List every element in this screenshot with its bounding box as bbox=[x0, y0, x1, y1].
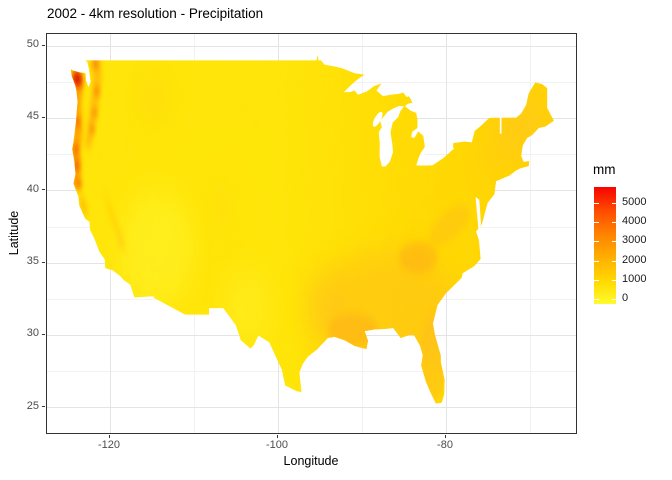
y-tick-mark bbox=[42, 334, 45, 335]
x-tick-mark bbox=[445, 435, 446, 438]
legend-tick bbox=[611, 299, 616, 300]
legend-title: mm bbox=[593, 162, 616, 177]
y-tick-label: 35 bbox=[26, 255, 39, 267]
x-axis-title: Longitude bbox=[283, 454, 339, 468]
y-tick-label: 25 bbox=[26, 400, 39, 412]
y-tick-mark bbox=[42, 262, 45, 263]
y-tick-label: 40 bbox=[26, 183, 39, 195]
legend-tick bbox=[594, 241, 599, 242]
legend-tick-label: 5000 bbox=[622, 196, 647, 208]
gridline-major bbox=[47, 46, 576, 47]
x-tick-label: -80 bbox=[437, 439, 453, 451]
x-tick-mark bbox=[277, 435, 278, 438]
legend-tick-label: 3000 bbox=[622, 234, 647, 246]
legend-tick bbox=[594, 261, 599, 262]
legend-tick bbox=[611, 280, 616, 281]
gridline-minor bbox=[47, 371, 576, 372]
us-precipitation-map bbox=[70, 54, 554, 404]
legend-tick bbox=[594, 280, 599, 281]
legend-tick bbox=[594, 299, 599, 300]
plot-title: 2002 - 4km resolution - Precipitation bbox=[47, 6, 264, 21]
gridline-minor bbox=[530, 34, 531, 433]
y-tick-label: 50 bbox=[26, 38, 39, 50]
x-tick-label: -120 bbox=[97, 439, 121, 451]
gridline-major bbox=[47, 407, 576, 408]
legend-tick bbox=[594, 203, 599, 204]
x-tick-mark bbox=[109, 435, 110, 438]
legend-tick-label: 1000 bbox=[622, 273, 647, 285]
plot-panel bbox=[46, 33, 577, 434]
y-tick-mark bbox=[42, 406, 45, 407]
y-tick-mark bbox=[42, 117, 45, 118]
legend-tick bbox=[611, 222, 616, 223]
y-tick-label: 30 bbox=[26, 327, 39, 339]
legend-colorbar bbox=[594, 187, 616, 304]
y-tick-mark bbox=[42, 45, 45, 46]
legend-tick-label: 2000 bbox=[622, 254, 647, 266]
y-axis-title: Latitude bbox=[7, 210, 21, 256]
y-tick-mark bbox=[42, 189, 45, 190]
legend: mm 5000 4000 3000 2000 1000 0 bbox=[592, 162, 672, 322]
y-tick-label: 45 bbox=[26, 110, 39, 122]
legend-tick bbox=[611, 203, 616, 204]
legend-tick-label: 0 bbox=[622, 292, 629, 304]
x-tick-label: -100 bbox=[265, 439, 289, 451]
legend-tick bbox=[611, 261, 616, 262]
legend-tick-label: 4000 bbox=[622, 215, 647, 227]
legend-tick bbox=[611, 241, 616, 242]
legend-tick bbox=[594, 222, 599, 223]
